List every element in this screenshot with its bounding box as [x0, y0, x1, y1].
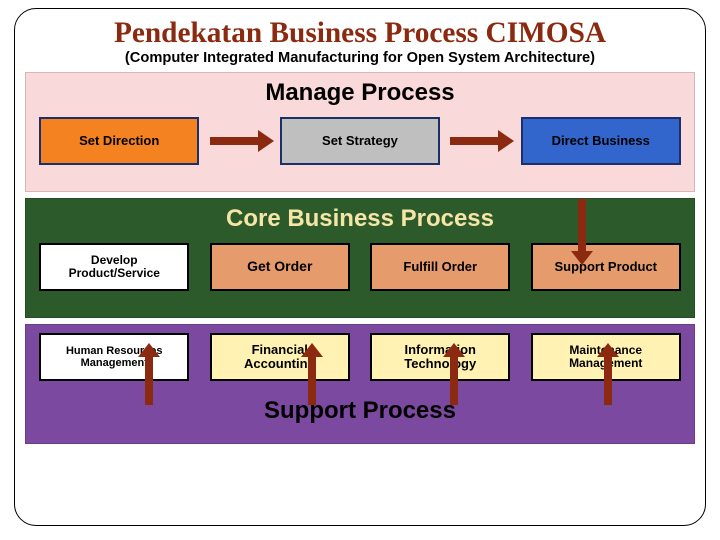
section-support-process: Human Resources Management Financial Acc… [25, 324, 695, 444]
section-title-core: Core Business Process [26, 199, 694, 235]
section-manage-process: Manage Process Set Direction Set Strateg… [25, 72, 695, 192]
arrow-manage-to-core [575, 199, 589, 253]
row-core: Develop Product/Service Get Order Fulfil… [26, 235, 694, 305]
arrow-support-to-core-1 [142, 355, 156, 405]
box-fulfill-order: Fulfill Order [370, 243, 510, 291]
page-subtitle: (Computer Integrated Manufacturing for O… [25, 50, 695, 66]
arrow-support-to-core-3 [447, 355, 461, 405]
box-get-order: Get Order [210, 243, 350, 291]
box-set-direction: Set Direction [39, 117, 199, 165]
page-title: Pendekatan Business Process CIMOSA [25, 17, 695, 50]
box-set-strategy: Set Strategy [280, 117, 440, 165]
box-information-technology: Information Technology [370, 333, 510, 381]
arrow-direction-to-strategy [220, 134, 260, 148]
box-support-product: Support Product [531, 243, 681, 291]
box-financial-accounting: Financial Accounting [210, 333, 350, 381]
row-support: Human Resources Management Financial Acc… [26, 325, 694, 395]
arrow-strategy-to-direct [460, 134, 500, 148]
section-core-process: Core Business Process Develop Product/Se… [25, 198, 695, 318]
section-title-manage: Manage Process [26, 73, 694, 109]
arrow-support-to-core-2 [305, 355, 319, 405]
arrow-support-to-core-4 [601, 355, 615, 405]
box-direct-business: Direct Business [521, 117, 681, 165]
section-title-support: Support Process [26, 395, 694, 431]
box-develop-product: Develop Product/Service [39, 243, 189, 291]
diagram-frame: Pendekatan Business Process CIMOSA (Comp… [14, 8, 706, 526]
row-manage: Set Direction Set Strategy Direct Busine… [26, 109, 694, 179]
box-hrm: Human Resources Management [39, 333, 189, 381]
